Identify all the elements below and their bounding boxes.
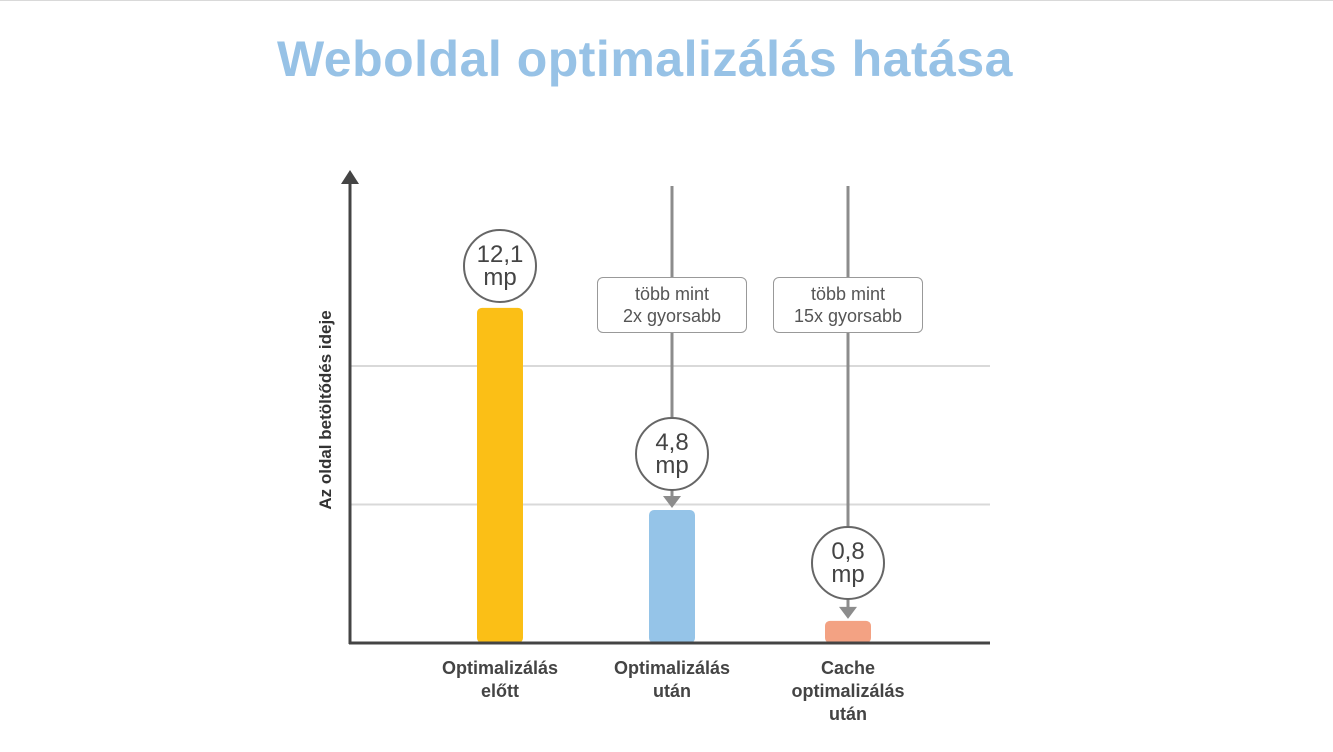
- category-label-2: Optimalizálás után: [613, 658, 731, 701]
- bar-3: [825, 620, 871, 643]
- value-label-2: 4,8 mp: [635, 417, 709, 492]
- page-title: Weboldal optimalizálás hatása: [276, 31, 1013, 87]
- top-divider: [0, 0, 1333, 1]
- annotation-1: több mint 2x gyorsabb: [597, 277, 747, 333]
- category-label-1: Optimalizálás előtt: [441, 658, 559, 701]
- bar-2: [649, 510, 695, 643]
- bar-1: [477, 307, 523, 643]
- annotation-2: több mint 15x gyorsabb: [773, 277, 923, 333]
- category-label-3: Cache optimalizálás után: [791, 658, 905, 724]
- pointer-arrowhead-2: [839, 606, 857, 619]
- y-axis-arrowhead: [341, 170, 359, 184]
- value-label-3: 0,8 mp: [811, 525, 885, 600]
- value-label-1: 12,1 mp: [463, 228, 537, 303]
- pointer-arrowhead-1: [663, 496, 681, 509]
